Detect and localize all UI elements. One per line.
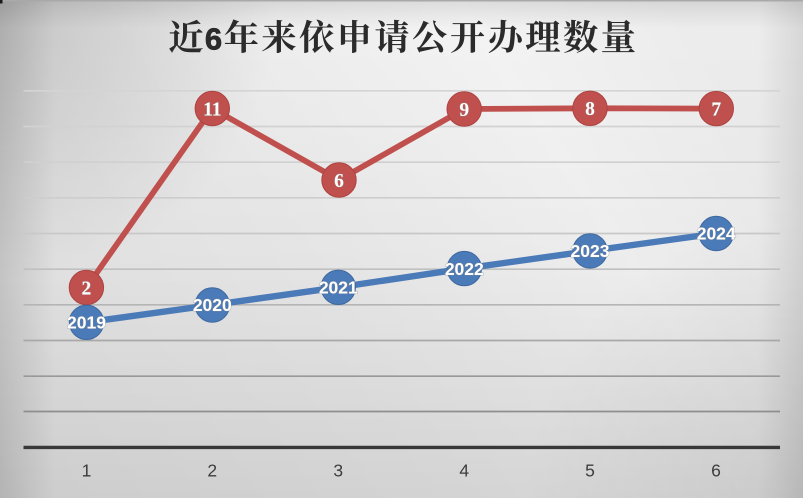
svg-text:5: 5 [585, 460, 595, 480]
svg-text:9: 9 [459, 100, 469, 121]
svg-text:2021: 2021 [319, 278, 358, 298]
svg-text:7: 7 [711, 100, 721, 121]
svg-text:2022: 2022 [445, 259, 484, 279]
svg-text:6: 6 [334, 171, 344, 192]
svg-text:2: 2 [207, 460, 217, 480]
svg-text:3: 3 [333, 460, 343, 480]
svg-text:4: 4 [459, 460, 469, 480]
svg-text:6: 6 [711, 460, 721, 480]
svg-text:2023: 2023 [571, 241, 610, 261]
svg-text:8: 8 [585, 99, 595, 120]
svg-text:2: 2 [82, 278, 92, 299]
svg-text:2019: 2019 [67, 313, 106, 333]
svg-text:6: 6 [205, 22, 222, 57]
svg-text:1: 1 [82, 460, 92, 480]
svg-text:2024: 2024 [697, 224, 736, 244]
svg-text:11: 11 [203, 99, 221, 120]
svg-text:2020: 2020 [193, 295, 232, 315]
